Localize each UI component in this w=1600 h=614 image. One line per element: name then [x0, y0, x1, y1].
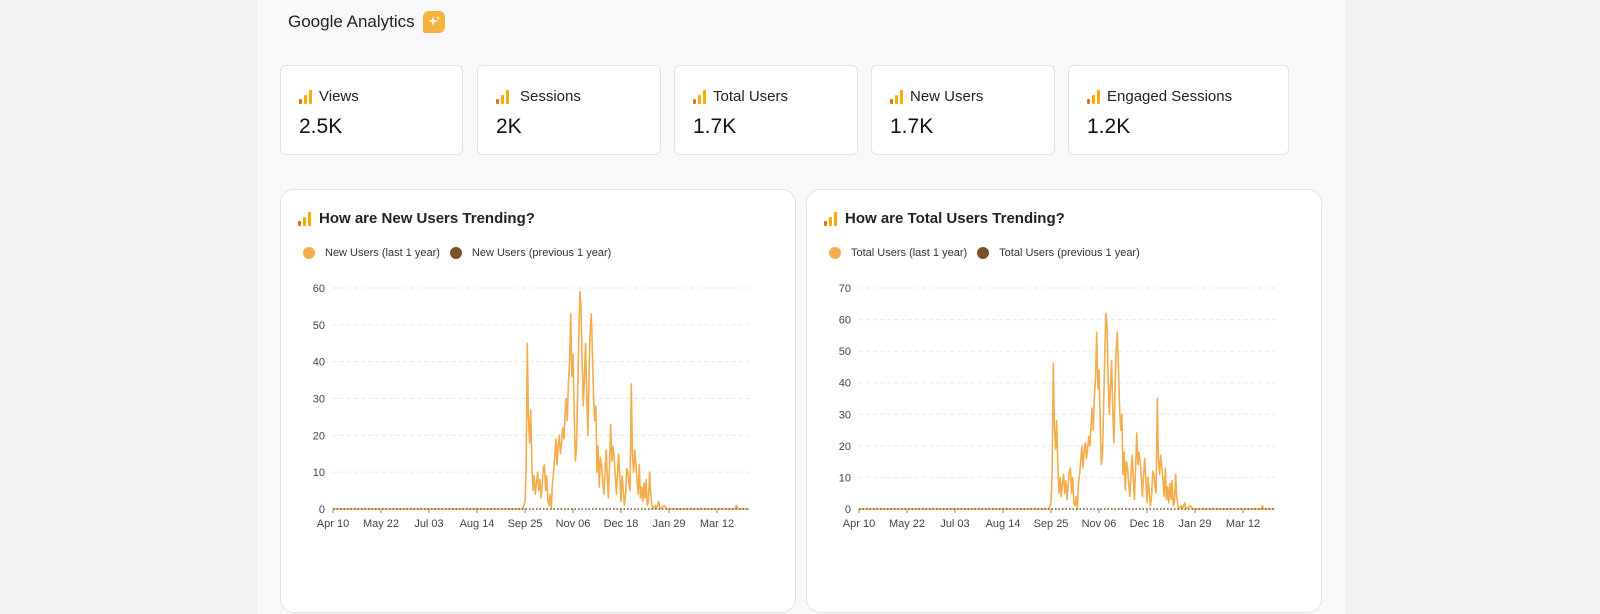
x-tick-label: Dec 18: [604, 518, 639, 530]
chart-legend: New Users (last 1 year) New Users (previ…: [303, 247, 621, 259]
metric-card-engaged-sessions[interactable]: Engaged Sessions 1.2K: [1068, 65, 1289, 155]
x-tick-label: Sep 25: [1034, 518, 1069, 530]
total-users-line-chart[interactable]: 0 10 20 30 40 50 60 70 Apr 10 May 22 Jul 03 Aug 14 S…: [807, 190, 1321, 612]
google-analytics-icon: [496, 89, 509, 104]
chart-title: How are Total Users Trending?: [845, 210, 1065, 227]
x-tick-label: Mar 12: [1226, 518, 1260, 530]
sparkle-icon[interactable]: [422, 11, 445, 33]
y-tick-label: 30: [313, 394, 325, 406]
metric-value: 2.5K: [299, 115, 343, 138]
y-tick-label: 30: [839, 409, 851, 421]
x-tick-label: Jan 29: [652, 518, 685, 530]
x-tick-label: Aug 14: [986, 518, 1021, 530]
metric-card-total-users[interactable]: Total Users 1.7K: [674, 65, 858, 155]
series-line-last-year[interactable]: [333, 290, 749, 510]
metric-label: Engaged Sessions: [1107, 88, 1233, 105]
metric-label: Sessions: [520, 88, 581, 105]
x-tick-label: Apr 10: [317, 518, 349, 530]
metric-value: 1.2K: [1087, 115, 1131, 138]
y-tick-label: 70: [839, 283, 851, 295]
legend-label: New Users (last 1 year): [325, 247, 440, 259]
metric-label: Total Users: [713, 88, 789, 105]
section-title: Google Analytics: [288, 12, 415, 31]
x-tick-label: Dec 18: [1130, 518, 1165, 530]
metric-value: 1.7K: [890, 115, 934, 138]
x-tick-label: Mar 12: [700, 518, 734, 530]
x-tick-label: Aug 14: [460, 518, 495, 530]
chart-legend: Total Users (last 1 year) Total Users (p…: [829, 247, 1150, 259]
metric-value: 1.7K: [693, 115, 737, 138]
legend-item-previous-year[interactable]: New Users (previous 1 year): [449, 247, 612, 259]
analytics-panel: Google Analytics Views 2.5K Sessions 2K …: [257, 0, 1345, 614]
y-tick-label: 20: [313, 430, 325, 442]
x-tick-label: Sep 25: [508, 518, 543, 530]
x-tick-label: Nov 06: [556, 518, 591, 530]
total-users-trend-card: How are Total Users Trending? Total User…: [806, 189, 1322, 613]
x-tick-label: Jul 03: [414, 518, 443, 530]
legend-dot: [977, 247, 990, 259]
metric-value: 2K: [496, 115, 522, 138]
y-tick-label: 20: [839, 441, 851, 453]
y-tick-label: 0: [845, 504, 851, 516]
legend-item-previous-year[interactable]: Total Users (previous 1 year): [977, 247, 1140, 259]
metric-card-sessions[interactable]: Sessions 2K: [477, 65, 661, 155]
google-analytics-icon: [299, 89, 312, 104]
metric-card-views[interactable]: Views 2.5K: [280, 65, 463, 155]
x-tick-label: Apr 10: [843, 518, 875, 530]
google-analytics-icon: [890, 89, 903, 104]
series-line-last-year[interactable]: [859, 312, 1275, 510]
y-tick-label: 40: [839, 378, 851, 390]
legend-item-last-year[interactable]: Total Users (last 1 year): [829, 247, 967, 259]
new-users-line-chart[interactable]: 0 10 20 30 40 50 60 Apr 10 May 22 Jul 03 Aug 14 Sep…: [281, 190, 795, 612]
new-users-trend-card: How are New Users Trending? New Users (l…: [280, 189, 796, 613]
y-tick-label: 60: [313, 283, 325, 295]
metric-label: Views: [319, 88, 359, 105]
chart-title: How are New Users Trending?: [319, 210, 535, 227]
y-tick-label: 40: [313, 357, 325, 369]
legend-label: Total Users (last 1 year): [851, 247, 968, 259]
legend-item-last-year[interactable]: New Users (last 1 year): [303, 247, 440, 259]
legend-dot: [303, 247, 315, 259]
x-tick-label: May 22: [889, 518, 925, 530]
legend-label: New Users (previous 1 year): [471, 247, 612, 259]
legend-dot: [829, 247, 841, 259]
y-tick-label: 10: [313, 467, 325, 479]
legend-dot: [449, 247, 462, 259]
x-tick-label: May 22: [363, 518, 399, 530]
legend-label: Total Users (previous 1 year): [999, 247, 1140, 259]
y-tick-label: 0: [319, 504, 325, 516]
google-analytics-icon: [824, 211, 837, 226]
google-analytics-icon: [693, 89, 706, 104]
metric-card-new-users[interactable]: New Users 1.7K: [871, 65, 1055, 155]
metric-label: New Users: [910, 88, 984, 105]
y-tick-label: 50: [839, 346, 851, 358]
google-analytics-icon: [298, 211, 311, 226]
section-header: Google Analytics: [288, 11, 445, 33]
google-analytics-icon: [1087, 89, 1100, 104]
y-tick-label: 50: [313, 320, 325, 332]
x-tick-label: Jan 29: [1178, 518, 1211, 530]
x-tick-label: Jul 03: [940, 518, 969, 530]
y-tick-label: 10: [839, 472, 851, 484]
x-tick-label: Nov 06: [1082, 518, 1117, 530]
y-tick-label: 60: [839, 315, 851, 327]
